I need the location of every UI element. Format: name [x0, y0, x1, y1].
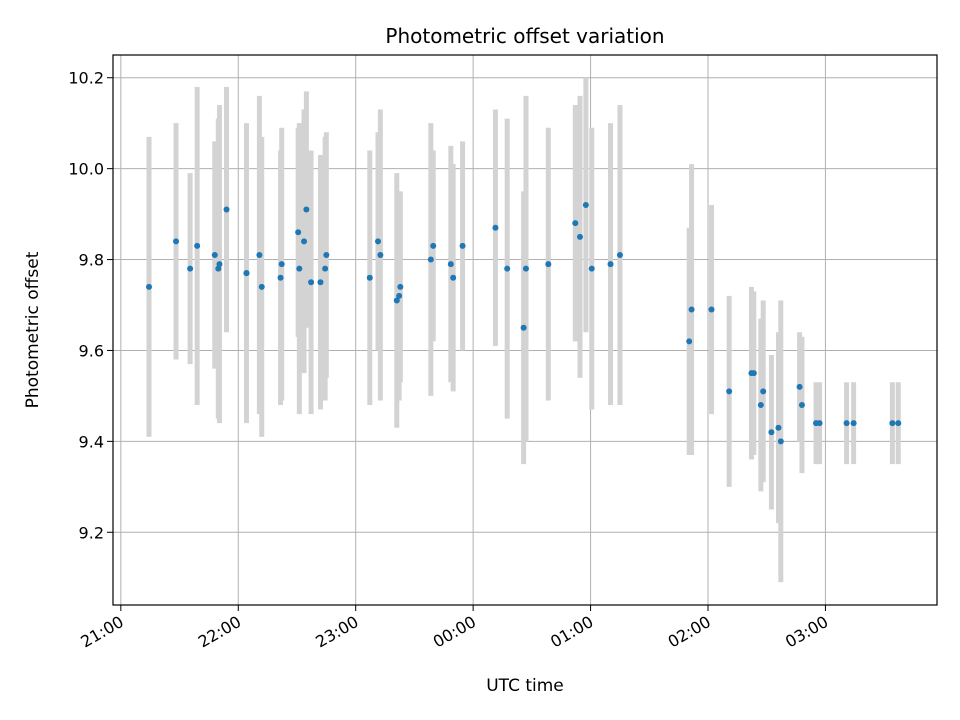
data-point: [375, 238, 382, 245]
data-point: [366, 274, 373, 281]
data-point: [256, 252, 263, 258]
data-point: [504, 265, 511, 272]
data-point: [688, 306, 695, 313]
data-point: [768, 429, 775, 436]
x-tick-label: 03:00: [782, 612, 831, 652]
data-point: [777, 438, 784, 445]
data-point: [427, 256, 434, 263]
data-point: [588, 265, 595, 272]
data-point: [576, 233, 583, 240]
data-point: [430, 242, 437, 249]
y-tick-label: 9.8: [79, 251, 104, 270]
data-point: [215, 265, 222, 272]
data-point: [889, 420, 896, 427]
data-point: [750, 370, 757, 377]
data-point: [278, 261, 285, 268]
x-axis-label: UTC time: [486, 676, 564, 696]
data-point: [243, 270, 250, 277]
data-point: [607, 261, 614, 268]
data-point: [317, 279, 324, 286]
data-point: [277, 274, 284, 281]
data-point: [796, 383, 803, 390]
y-axis-label: Photometric offset: [23, 251, 43, 408]
data-point: [187, 265, 194, 272]
data-points: [146, 202, 902, 445]
x-tick-label: 02:00: [665, 612, 714, 652]
data-point: [323, 252, 330, 258]
y-tick-label: 10.0: [68, 160, 104, 179]
data-point: [308, 279, 315, 286]
data-point: [582, 202, 589, 208]
x-tick-label: 01:00: [547, 612, 596, 652]
x-tick-label: 00:00: [430, 612, 479, 652]
data-point: [816, 420, 823, 427]
x-tick-label: 21:00: [77, 612, 126, 652]
data-point: [397, 283, 404, 290]
data-point: [211, 252, 218, 258]
data-point: [520, 324, 527, 331]
data-point: [393, 297, 400, 304]
data-point: [301, 238, 308, 245]
data-point: [396, 292, 403, 299]
data-point: [377, 252, 384, 258]
data-point: [146, 283, 153, 290]
data-point: [216, 261, 223, 268]
data-point: [726, 388, 733, 395]
x-tick-label: 23:00: [312, 612, 361, 652]
chart-title: Photometric offset variation: [385, 24, 664, 48]
data-point: [194, 242, 201, 249]
y-tick-label: 10.2: [68, 69, 104, 88]
data-point: [322, 265, 329, 272]
data-point: [760, 388, 767, 395]
data-point: [757, 402, 764, 408]
data-point: [223, 206, 230, 213]
data-point: [775, 424, 782, 431]
y-tick-label: 9.6: [79, 341, 104, 360]
x-tick-label: 22:00: [195, 612, 244, 652]
data-point: [545, 261, 552, 268]
data-point: [798, 402, 805, 408]
y-tick-label: 9.2: [79, 523, 104, 542]
data-point: [447, 261, 454, 268]
data-point: [303, 206, 310, 213]
data-point: [258, 283, 265, 290]
data-point: [295, 229, 302, 236]
data-point: [459, 242, 466, 249]
data-point: [895, 420, 902, 427]
data-point: [572, 220, 579, 227]
data-point: [686, 338, 693, 345]
data-point: [522, 265, 529, 272]
data-point: [616, 252, 623, 258]
data-point: [173, 238, 180, 245]
data-point: [843, 420, 850, 427]
data-point: [296, 265, 303, 272]
data-point: [450, 274, 457, 281]
plot-frame: [112, 54, 938, 606]
data-point: [492, 224, 499, 231]
y-tick-label: 9.4: [79, 432, 104, 451]
data-point: [850, 420, 857, 427]
data-point: [708, 306, 715, 313]
